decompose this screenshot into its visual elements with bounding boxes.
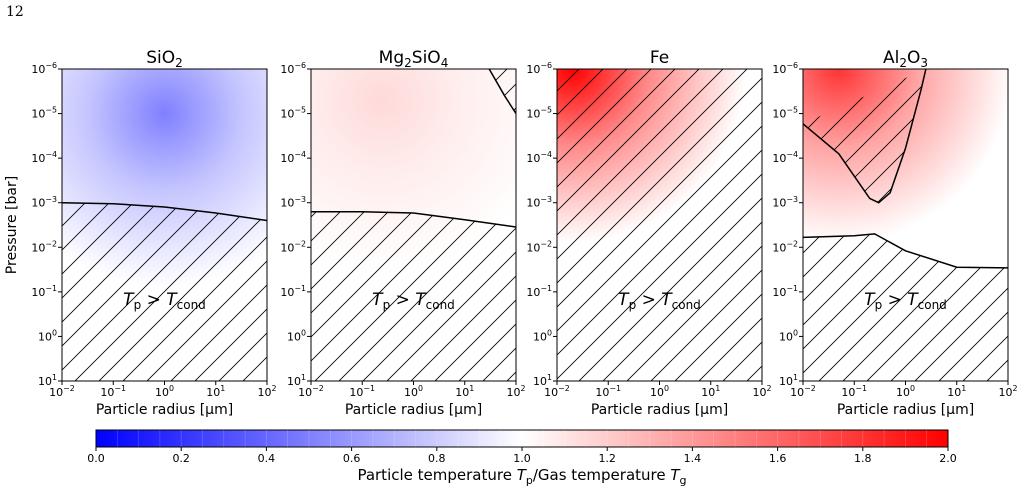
panel-2: Mg2SiO4 10−2 10−1 100 101 102 10−6 10−5 10−4 10−3… xyxy=(280,48,525,418)
y-tick-label: 10−3 xyxy=(280,195,306,210)
y-tick-label: 10−5 xyxy=(31,106,57,121)
panel-1: SiO2 10−2 10−1 100 101 102 10−6 10−5 10−4 10−3 10−… xyxy=(4,48,277,418)
x-tick-label: 10−2 xyxy=(49,384,75,399)
hatched-region-upper xyxy=(803,69,926,203)
x-tick-label: 100 xyxy=(404,384,423,399)
condensation-annotation: Tp > Tcond xyxy=(123,290,206,312)
y-tick-label: 100 xyxy=(779,328,798,343)
page-number: 12 xyxy=(6,4,24,20)
y-tick-label: 100 xyxy=(38,328,57,343)
x-tick-label: 101 xyxy=(206,384,225,399)
panel-title: Al2O3 xyxy=(883,48,928,70)
y-tick-label: 10−5 xyxy=(772,106,798,121)
x-tick-label: 10−2 xyxy=(298,384,324,399)
y-tick-label: 101 xyxy=(533,373,552,388)
x-tick-label: 101 xyxy=(701,384,720,399)
x-tick-label: 100 xyxy=(650,384,669,399)
colorbar-tick-label: 2.0 xyxy=(939,452,957,465)
x-tick-label: 10−2 xyxy=(544,384,570,399)
x-tick-label: 102 xyxy=(506,384,525,399)
upper-boundary xyxy=(803,69,927,204)
colorbar-tick-label: 0.8 xyxy=(428,452,446,465)
colorbar-tick-label: 0.2 xyxy=(172,452,190,465)
colorbar-label: Particle temperature Tp/Gas temperature … xyxy=(357,466,686,487)
panel-title: Fe xyxy=(650,48,669,68)
colorbar-tick-label: 1.8 xyxy=(854,452,872,465)
x-tick-label: 10−1 xyxy=(349,384,375,399)
hatched-region xyxy=(557,69,762,381)
y-tick-label: 10−3 xyxy=(31,195,57,210)
condensation-boundary xyxy=(311,211,516,228)
condensation-annotation: Tp > Tcond xyxy=(372,290,455,312)
x-axis-label: Particle radius [µm] xyxy=(345,402,482,418)
x-tick-label: 10−1 xyxy=(841,384,867,399)
condensation-boundary xyxy=(803,233,1008,269)
x-tick-label: 10−1 xyxy=(595,384,621,399)
y-tick-label: 10−3 xyxy=(772,195,798,210)
y-tick-label: 10−2 xyxy=(280,239,306,254)
condensation-annotation: Tp > Tcond xyxy=(864,290,947,312)
condensation-boundary xyxy=(62,201,267,222)
y-tick-label: 10−6 xyxy=(280,61,306,76)
x-axis-label: Particle radius [µm] xyxy=(591,402,728,418)
y-tick-label: 10−4 xyxy=(31,150,57,165)
y-tick-label: 10−4 xyxy=(526,150,552,165)
y-tick-label: 10−6 xyxy=(772,61,798,76)
colorbar-tick-label: 1.4 xyxy=(684,452,702,465)
x-tick-label: 102 xyxy=(257,384,276,399)
y-tick-label: 100 xyxy=(287,328,306,343)
colorbar-tick-label: 0.6 xyxy=(343,452,361,465)
condensation-annotation: Tp > Tcond xyxy=(618,290,701,312)
y-tick-label: 10−2 xyxy=(526,239,552,254)
colorbar-tick-label: 0.0 xyxy=(87,452,105,465)
y-tick-label: 101 xyxy=(287,373,306,388)
x-axis-label: Particle radius [µm] xyxy=(96,402,233,418)
y-axis-label: Pressure [bar] xyxy=(4,176,20,274)
y-tick-label: 10−5 xyxy=(280,106,306,121)
colorbar-tick-label: 0.4 xyxy=(258,452,276,465)
panel-4: Al2O3 10−2 10−1 100 101 102 10−6 10−5 10−4 10−3 10… xyxy=(772,48,1017,418)
x-tick-label: 10−2 xyxy=(790,384,816,399)
y-tick-label: 10−2 xyxy=(772,239,798,254)
x-tick-label: 101 xyxy=(455,384,474,399)
y-tick-label: 10−1 xyxy=(526,284,552,299)
x-tick-label: 101 xyxy=(947,384,966,399)
y-tick-label: 101 xyxy=(779,373,798,388)
y-tick-label: 10−1 xyxy=(772,284,798,299)
panel-title: Mg2SiO4 xyxy=(379,48,449,70)
x-tick-label: 102 xyxy=(752,384,771,399)
y-tick-label: 10−6 xyxy=(526,61,552,76)
y-tick-label: 10−1 xyxy=(280,284,306,299)
y-tick-label: 10−4 xyxy=(772,150,798,165)
colorbar-tick-label: 1.6 xyxy=(769,452,787,465)
y-tick-label: 101 xyxy=(38,373,57,388)
y-tick-label: 10−1 xyxy=(31,284,57,299)
upper-boundary xyxy=(488,69,516,115)
y-tick-label: 10−3 xyxy=(526,195,552,210)
y-tick-label: 10−6 xyxy=(31,61,57,76)
x-tick-label: 10−1 xyxy=(100,384,126,399)
y-tick-label: 100 xyxy=(533,328,552,343)
colorbar-tick-label: 1.2 xyxy=(598,452,616,465)
hatched-region xyxy=(62,202,267,381)
y-tick-label: 10−5 xyxy=(526,106,552,121)
x-tick-label: 100 xyxy=(896,384,915,399)
y-tick-label: 10−4 xyxy=(280,150,306,165)
colorbar-tick-label: 1.0 xyxy=(513,452,531,465)
hatched-region xyxy=(803,233,1008,381)
colorbar: 0.0 0.2 0.4 0.6 0.8 1.0 1.2 1.4 1.6 1.8 2.0 Particl… xyxy=(87,429,957,487)
hatched-region xyxy=(311,211,516,381)
panel-title: SiO2 xyxy=(146,48,183,70)
x-tick-label: 102 xyxy=(998,384,1017,399)
x-axis-label: Particle radius [µm] xyxy=(837,402,974,418)
y-tick-label: 10−2 xyxy=(31,239,57,254)
x-tick-label: 100 xyxy=(155,384,174,399)
